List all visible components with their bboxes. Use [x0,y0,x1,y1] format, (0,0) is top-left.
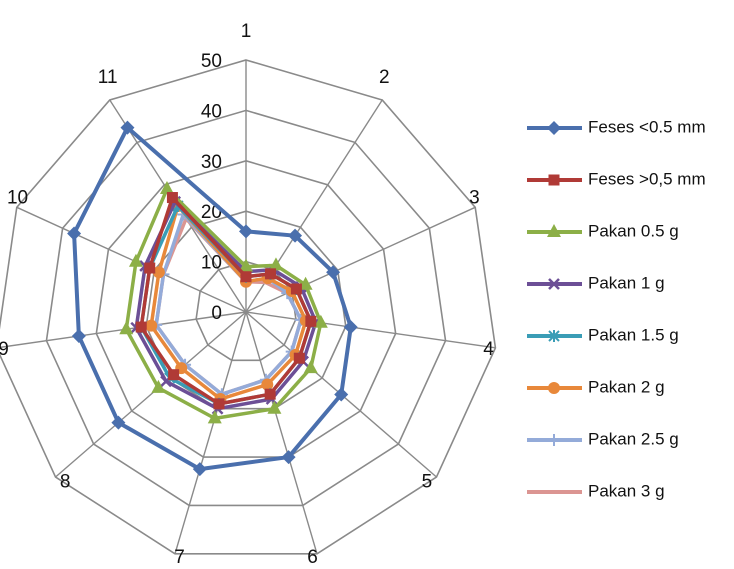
marker [548,382,560,394]
marker [343,320,358,335]
marker [168,369,180,381]
marker [207,410,222,424]
series [119,181,328,424]
spoke [55,311,247,478]
marker [548,174,560,186]
legend-label: Pakan 2.5 g [588,429,679,448]
marker [128,253,143,267]
marker [305,315,317,327]
marker [298,276,313,290]
marker [264,388,276,400]
tick-label: 10 [201,253,222,274]
marker [281,450,296,465]
series [135,192,317,410]
category-label: 1 [241,21,252,42]
marker [213,398,225,410]
marker [265,268,277,280]
marker [71,329,86,344]
marker [290,283,302,295]
marker [548,330,560,342]
marker [547,224,561,237]
tick-label: 50 [201,51,222,72]
marker [548,434,560,446]
tick-label: 30 [201,152,222,173]
marker [151,379,166,393]
legend-label: Pakan 1.5 g [588,325,679,344]
category-label: 11 [98,67,118,88]
tick-label: 0 [211,303,222,324]
category-label: 7 [174,547,185,568]
marker [240,271,252,283]
tick-label: 40 [201,101,222,122]
marker [288,228,303,243]
grid-ring [0,59,497,555]
legend-label: Pakan 3 g [588,481,665,500]
marker [267,400,282,414]
marker [135,321,147,333]
spoke [245,311,496,349]
legend-label: Pakan 0.5 g [588,221,679,240]
marker [152,266,165,279]
marker [67,226,82,241]
marker [120,120,135,135]
category-label: 8 [60,471,71,492]
category-label: 9 [0,339,9,360]
marker [111,415,126,430]
spoke [245,206,476,313]
marker [239,224,253,239]
category-label: 10 [7,188,28,209]
spoke [245,311,318,554]
category-label: 3 [469,188,480,209]
spoke [16,206,247,313]
category-label: 5 [422,471,433,492]
legend-label: Pakan 1 g [588,273,665,292]
marker [548,278,560,290]
marker [313,314,328,328]
marker [159,181,174,195]
marker [303,360,318,374]
series-line [72,125,353,472]
spoke [0,311,247,349]
series [67,120,358,477]
marker [547,121,561,135]
marker [119,321,134,335]
marker [334,387,349,402]
category-label: 6 [307,547,318,568]
category-label: 4 [483,339,494,360]
marker [166,192,178,204]
marker [326,265,341,280]
spoke [174,311,247,554]
marker [192,462,207,477]
marker [261,378,274,391]
legend-label: Feses <0.5 mm [588,117,706,136]
grid-ring [45,109,447,507]
series-line [154,212,303,396]
marker [144,262,156,274]
marker [239,258,253,272]
marker [268,257,283,271]
grid-ring [95,159,397,458]
legend-label: Pakan 2 g [588,377,665,396]
marker [293,352,305,364]
legend-label: Feses >0,5 mm [588,169,706,188]
series-line [124,187,323,421]
category-label: 2 [379,67,390,88]
marker [145,319,158,332]
